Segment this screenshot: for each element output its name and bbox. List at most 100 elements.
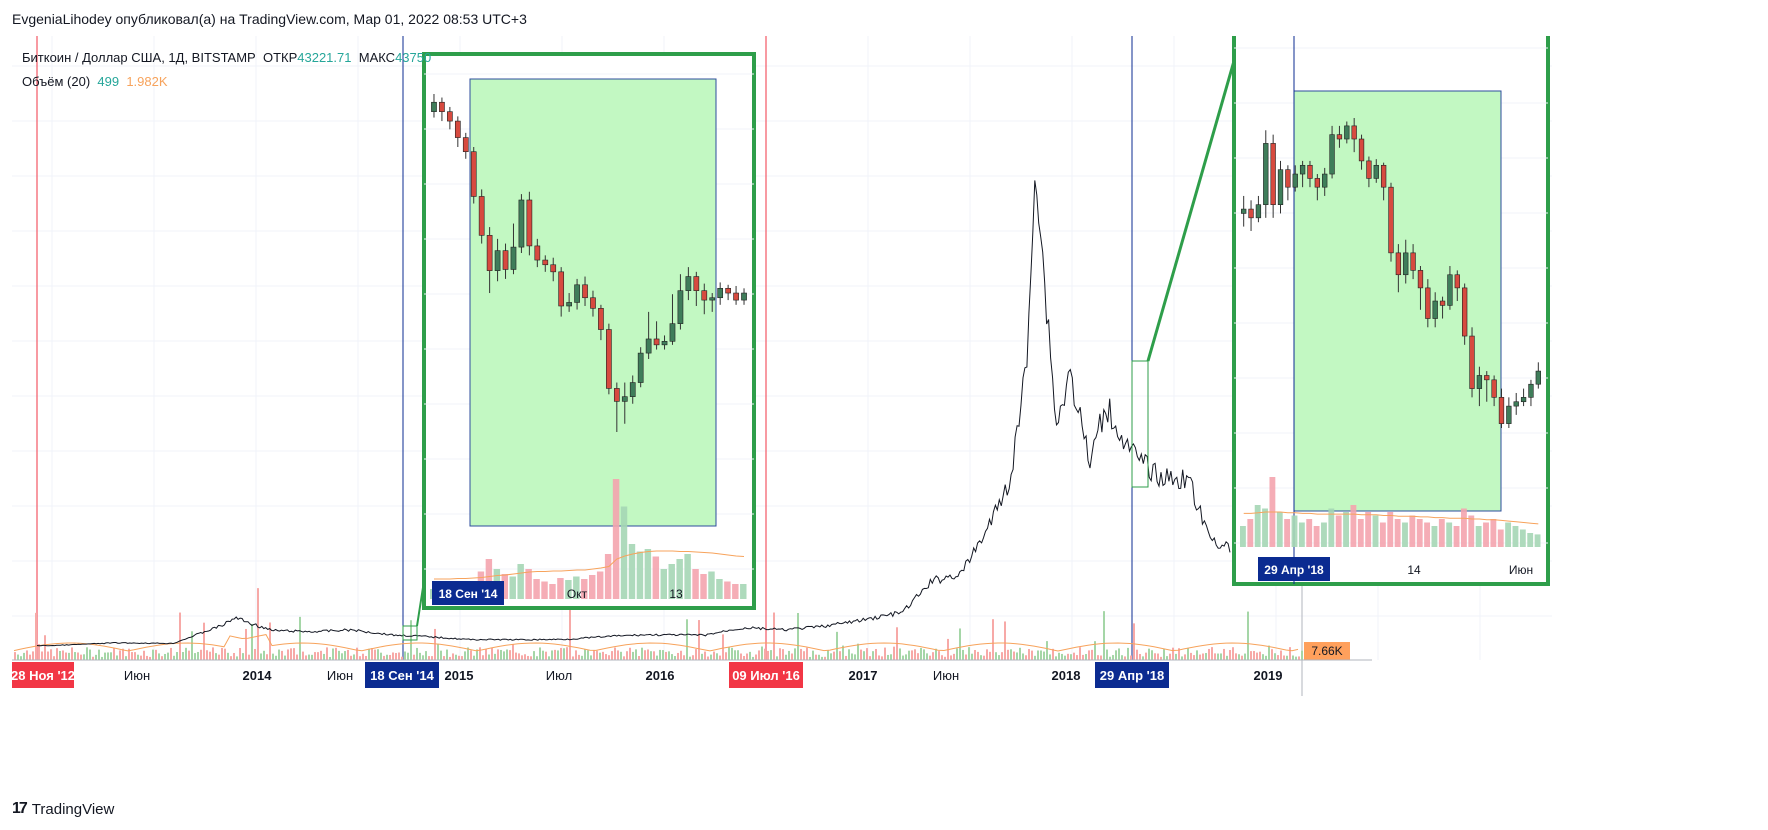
tradingview-logo[interactable]: 17 TradingView — [12, 800, 114, 818]
volume-bar — [404, 651, 406, 660]
volume-bar — [665, 651, 667, 660]
volume-bar — [1280, 650, 1282, 660]
volume-bar — [1136, 649, 1138, 660]
volume-bar — [299, 616, 301, 660]
inset-volume-bar — [692, 569, 699, 599]
volume-bar — [1220, 653, 1222, 660]
candle-body — [518, 199, 525, 248]
volume-bar — [920, 647, 922, 660]
volume-bar — [626, 651, 628, 660]
candle-body — [709, 297, 716, 301]
volume-bar — [842, 645, 844, 660]
zoom-inset-2: 29 Апр '18 14 Июн — [1232, 36, 1550, 586]
inset-volume-bar — [1284, 519, 1291, 547]
volume-bar — [260, 653, 262, 660]
candle-body — [653, 338, 660, 346]
volume-bar — [950, 655, 952, 660]
candle-body — [1439, 300, 1446, 306]
volume-bar — [782, 649, 784, 660]
volume-bar — [1160, 656, 1162, 660]
inset-volume-bar — [1240, 526, 1246, 547]
volume-bar — [569, 606, 571, 660]
chart-canvas[interactable]: 7.66K 28 Ноя '12 Июн 2014 Июн 18 Сен '14 2015 И… — [12, 36, 1552, 784]
volume-bar — [680, 650, 682, 660]
volume-bar — [44, 635, 46, 660]
volume-bar — [1187, 647, 1189, 660]
brand-name: TradingView — [31, 800, 115, 818]
candle-body — [1469, 335, 1475, 389]
volume-bar — [1241, 655, 1243, 660]
volume-bar — [776, 656, 778, 660]
x-axis-badge — [365, 662, 439, 688]
volume-bar — [860, 649, 862, 660]
volume-bar — [242, 653, 244, 660]
chart-area[interactable]: 7.66K 28 Ноя '12 Июн 2014 Июн 18 Сен '14 2015 И… — [12, 36, 1552, 784]
symbol-title[interactable]: Биткоин / Доллар США, 1Д, BITSTAMP — [22, 50, 256, 65]
candle-body — [1417, 270, 1424, 289]
candle-body — [574, 284, 580, 303]
volume-bar — [701, 653, 703, 660]
volume-bar — [1049, 654, 1051, 660]
candle-body — [1351, 125, 1357, 140]
candle-body — [550, 264, 557, 273]
volume-bar — [1145, 652, 1147, 660]
x-axis-tick-label: 28 Ноя '12 — [12, 668, 75, 683]
volume-bar — [749, 651, 751, 660]
volume-bar — [83, 654, 85, 660]
volume-bar — [530, 656, 532, 660]
inset-volume-bar — [676, 559, 683, 599]
volume-bar — [437, 643, 439, 660]
inset-volume-bar — [533, 579, 540, 599]
volume-bar — [50, 649, 52, 660]
volume-bar — [302, 651, 304, 660]
volume-bar — [323, 653, 325, 660]
volume-bar — [650, 651, 652, 660]
volume-bar — [962, 649, 964, 660]
candle-body — [1314, 178, 1320, 188]
volume-bar — [1046, 641, 1048, 660]
volume-bar — [290, 648, 292, 660]
volume-bar — [722, 634, 724, 660]
inset-volume-bar — [660, 569, 667, 599]
candle-body — [598, 308, 604, 330]
volume-bar — [1214, 653, 1216, 660]
candle-body — [447, 111, 453, 122]
volume-bar — [1208, 648, 1210, 660]
volume-bar — [1217, 653, 1219, 660]
x-axis-badge — [729, 662, 803, 688]
volume-bar — [251, 623, 253, 660]
candle-body — [462, 137, 469, 153]
inset-volume-bar — [1247, 519, 1254, 547]
candle-body — [1270, 143, 1276, 205]
volume-bar — [1190, 652, 1192, 660]
volume-bar — [326, 647, 328, 660]
volume-bar — [854, 654, 856, 660]
volume-bar — [590, 655, 592, 660]
volume-bar — [527, 655, 529, 660]
candle-body — [1263, 143, 1269, 205]
volume-bar — [209, 651, 211, 660]
candle-body — [685, 276, 692, 291]
candle-body — [510, 246, 517, 270]
volume-bar — [659, 649, 661, 660]
volume-bar — [575, 650, 577, 660]
volume-bar — [905, 654, 907, 660]
volume-bar — [233, 652, 235, 660]
candle-body — [733, 292, 739, 301]
volume-bar — [830, 653, 832, 660]
volume-bar — [599, 652, 601, 660]
volume-bar — [104, 652, 106, 660]
volume-bar — [422, 655, 424, 660]
candle-body — [1476, 375, 1483, 389]
candle-body — [502, 250, 509, 270]
volume-bar — [167, 652, 169, 660]
high-label: МАКС — [358, 50, 396, 65]
volume-label[interactable]: Объём (20) — [22, 74, 91, 89]
volume-bar — [1298, 656, 1300, 660]
volume-bar — [236, 656, 238, 660]
volume-bar — [1031, 650, 1033, 660]
volume-bar — [497, 649, 499, 660]
volume-bar — [1061, 653, 1063, 660]
volume-bar — [65, 652, 67, 660]
candle-body — [1366, 160, 1372, 179]
